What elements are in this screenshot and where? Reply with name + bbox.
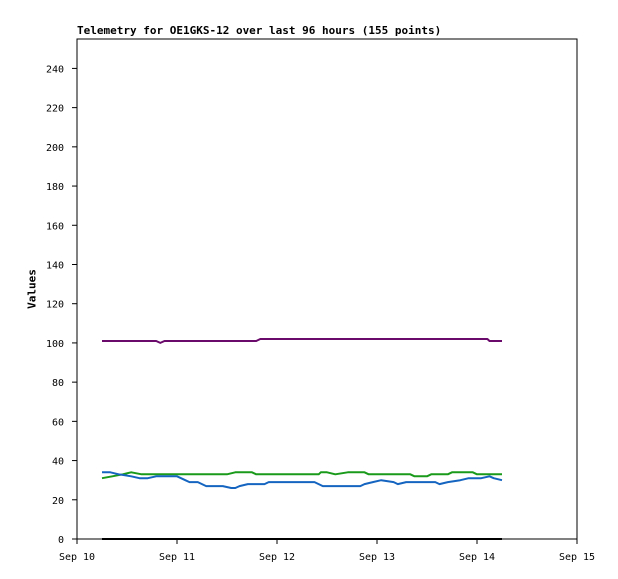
y-tick-label: 240 bbox=[46, 64, 64, 75]
series-layer bbox=[101, 338, 503, 540]
y-tick-label: 80 bbox=[52, 378, 64, 389]
y-tick-label: 100 bbox=[46, 339, 64, 350]
y-tick-label: 60 bbox=[52, 417, 64, 428]
axes: 0 20 40 60 80 100 120 140 160 180 200 220 240 Sep 10 S… bbox=[46, 64, 595, 563]
series-line-1 bbox=[101, 471, 502, 480]
x-tick-label: Sep 13 bbox=[359, 552, 395, 563]
y-tick-label: 20 bbox=[52, 496, 64, 507]
y-tick-label: 160 bbox=[46, 221, 64, 232]
x-tick-label: Sep 11 bbox=[159, 552, 195, 563]
chart-title: Telemetry for OE1GKS-12 over last 96 hou… bbox=[77, 24, 442, 37]
y-tick-label: 40 bbox=[52, 457, 64, 468]
y-tick-label: 140 bbox=[46, 260, 64, 271]
y-tick-label: 220 bbox=[46, 104, 64, 115]
series-line-2 bbox=[102, 471, 503, 489]
series-line-0 bbox=[102, 338, 502, 344]
y-tick-label: 180 bbox=[46, 182, 64, 193]
y-tick-label: 0 bbox=[58, 535, 64, 546]
x-tick-label: Sep 10 bbox=[59, 552, 95, 563]
y-tick-label: 200 bbox=[46, 143, 64, 154]
x-tick-label: Sep 14 bbox=[459, 552, 495, 563]
y-tick-label: 120 bbox=[46, 300, 64, 311]
plot-area-frame bbox=[76, 38, 578, 540]
x-tick-label: Sep 15 bbox=[559, 552, 595, 563]
x-tick-label: Sep 12 bbox=[259, 552, 295, 563]
